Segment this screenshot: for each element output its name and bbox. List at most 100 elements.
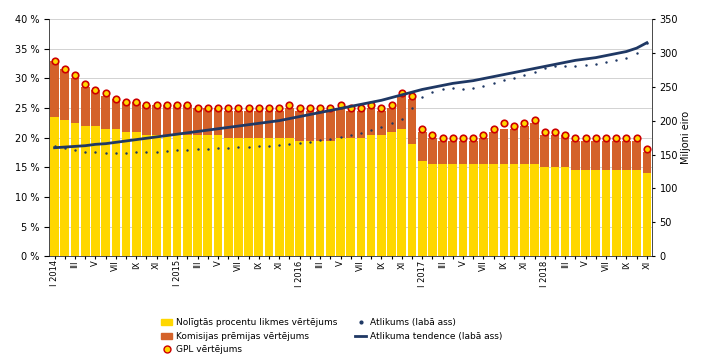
Point bbox=[181, 102, 193, 108]
Bar bbox=[387, 132, 396, 256]
Bar bbox=[254, 111, 263, 137]
Bar bbox=[173, 105, 181, 135]
Bar bbox=[336, 108, 345, 137]
Bar bbox=[551, 135, 559, 167]
Bar bbox=[642, 173, 651, 256]
Bar bbox=[622, 140, 630, 170]
Bar bbox=[520, 164, 529, 256]
Bar bbox=[387, 108, 396, 132]
Bar bbox=[162, 105, 172, 135]
Bar bbox=[622, 170, 630, 256]
Bar bbox=[377, 111, 385, 135]
Bar bbox=[469, 140, 477, 164]
Bar bbox=[551, 167, 559, 256]
Bar bbox=[642, 152, 651, 173]
Point bbox=[140, 102, 152, 108]
Bar bbox=[489, 164, 498, 256]
Bar bbox=[203, 135, 212, 256]
Bar bbox=[633, 170, 641, 256]
Point bbox=[467, 135, 479, 140]
Bar bbox=[295, 140, 304, 256]
Bar bbox=[101, 96, 110, 129]
Bar bbox=[214, 108, 222, 135]
Bar bbox=[50, 61, 59, 117]
Bar bbox=[571, 140, 580, 170]
Bar bbox=[265, 137, 273, 256]
Bar bbox=[459, 164, 467, 256]
Point bbox=[49, 58, 60, 64]
Point bbox=[407, 93, 418, 99]
Point bbox=[529, 117, 540, 123]
Point bbox=[426, 132, 438, 137]
Point bbox=[222, 105, 234, 111]
Bar bbox=[81, 126, 90, 256]
Bar bbox=[183, 105, 191, 135]
Bar bbox=[316, 140, 325, 256]
Point bbox=[304, 105, 316, 111]
Point bbox=[202, 105, 213, 111]
Bar bbox=[418, 132, 426, 161]
Point bbox=[560, 132, 571, 137]
Bar bbox=[152, 135, 161, 256]
Bar bbox=[520, 126, 529, 164]
Bar bbox=[316, 111, 325, 140]
Bar bbox=[561, 167, 570, 256]
Bar bbox=[326, 111, 335, 140]
Bar bbox=[377, 135, 385, 256]
Point bbox=[641, 146, 652, 152]
Bar bbox=[224, 111, 232, 137]
Bar bbox=[152, 105, 161, 135]
Y-axis label: Miljoni eiro: Miljoni eiro bbox=[681, 111, 691, 164]
Bar bbox=[81, 87, 90, 126]
Bar bbox=[500, 164, 508, 256]
Bar bbox=[336, 137, 345, 256]
Point bbox=[314, 105, 325, 111]
Point bbox=[345, 105, 357, 111]
Point bbox=[274, 105, 285, 111]
Bar bbox=[633, 140, 641, 170]
Point bbox=[366, 102, 377, 108]
Legend: Nolīgtās procentu likmes vērtējums, Komisijas prēmijas vērtējums, GPL vērtējums,: Nolīgtās procentu likmes vērtējums, Komi… bbox=[158, 315, 505, 358]
Bar bbox=[530, 164, 539, 256]
Point bbox=[335, 102, 346, 108]
Bar bbox=[112, 99, 120, 129]
Bar bbox=[489, 132, 498, 164]
Point bbox=[131, 99, 142, 105]
Point bbox=[478, 132, 489, 137]
Bar bbox=[132, 132, 140, 256]
Bar bbox=[132, 102, 140, 132]
Bar bbox=[234, 137, 243, 256]
Point bbox=[243, 105, 254, 111]
Point bbox=[59, 66, 71, 72]
Point bbox=[437, 135, 448, 140]
Point bbox=[80, 81, 91, 87]
Bar bbox=[91, 126, 100, 256]
Bar bbox=[71, 78, 79, 123]
Bar bbox=[285, 137, 294, 256]
Bar bbox=[592, 140, 600, 170]
Point bbox=[498, 120, 510, 126]
Bar bbox=[275, 111, 284, 137]
Point bbox=[151, 102, 162, 108]
Bar bbox=[418, 161, 426, 256]
Bar bbox=[275, 137, 284, 256]
Point bbox=[508, 123, 520, 129]
Point bbox=[590, 135, 602, 140]
Bar bbox=[244, 111, 253, 137]
Point bbox=[213, 105, 224, 111]
Bar bbox=[61, 69, 69, 120]
Bar bbox=[438, 140, 447, 164]
Bar bbox=[407, 99, 417, 144]
Point bbox=[611, 135, 622, 140]
Bar bbox=[162, 135, 172, 256]
Point bbox=[100, 90, 112, 96]
Point bbox=[355, 105, 366, 111]
Point bbox=[192, 105, 203, 111]
Point bbox=[519, 120, 530, 126]
Bar bbox=[203, 108, 212, 135]
Bar bbox=[357, 137, 365, 256]
Bar bbox=[295, 111, 304, 140]
Bar bbox=[173, 135, 181, 256]
Bar bbox=[479, 164, 488, 256]
Point bbox=[580, 135, 591, 140]
